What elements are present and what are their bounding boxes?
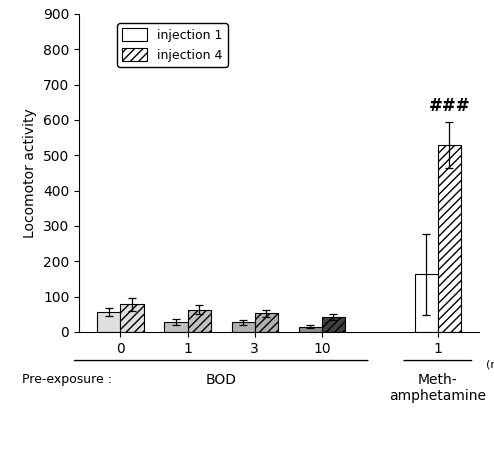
Bar [299,326,322,332]
Text: BOD: BOD [206,373,237,387]
Bar [121,304,144,332]
Bar [255,313,278,332]
Bar [188,310,211,332]
Text: Meth-
amphetamine: Meth- amphetamine [389,373,486,403]
Bar [438,145,461,332]
Text: (mg/kg/10ml): (mg/kg/10ml) [486,360,494,370]
Text: ###: ### [429,96,470,115]
Bar [414,274,438,332]
Y-axis label: Locomotor activity: Locomotor activity [23,108,38,238]
Bar [97,312,121,332]
Text: Pre-exposure :: Pre-exposure : [22,373,112,386]
Legend: injection 1, injection 4: injection 1, injection 4 [117,23,228,67]
Bar [322,317,345,332]
Bar [232,322,255,332]
Bar [165,322,188,332]
